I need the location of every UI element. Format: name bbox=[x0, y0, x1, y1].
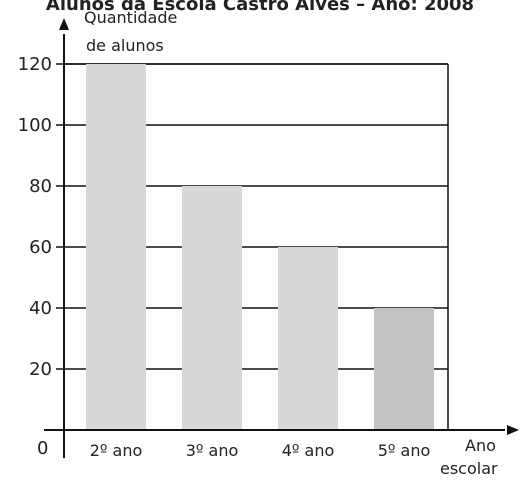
x-tick-label-3: 4º ano bbox=[282, 441, 335, 460]
chart-title: Alunos da Escola Castro Alves – Ano: 200… bbox=[46, 0, 474, 15]
bar-2 bbox=[182, 186, 242, 430]
x-labels-layer: 2º ano 3º ano 4º ano 5º ano bbox=[90, 441, 431, 460]
origin-label: 0 bbox=[37, 438, 48, 459]
y-axis-label-line-1: Quantidade bbox=[84, 8, 177, 27]
bars-layer bbox=[86, 64, 434, 430]
axes bbox=[44, 18, 519, 458]
y-axis-arrow-icon bbox=[59, 18, 69, 30]
y-axis-label-line-2: de alunos bbox=[86, 36, 164, 55]
y-tick-label-20: 20 bbox=[29, 359, 52, 380]
y-tick-label-80: 80 bbox=[29, 176, 52, 197]
x-tick-label-2: 3º ano bbox=[186, 441, 239, 460]
y-tick-label-60: 60 bbox=[29, 237, 52, 258]
bar-3 bbox=[278, 247, 338, 430]
x-axis-arrow-icon bbox=[507, 425, 519, 435]
x-axis-label-line-2: escolar bbox=[440, 459, 498, 478]
bar-1 bbox=[86, 64, 146, 430]
bar-4 bbox=[374, 308, 434, 430]
x-axis-label-line-1: Ano bbox=[465, 436, 496, 455]
y-tick-label-40: 40 bbox=[29, 298, 52, 319]
x-tick-label-4: 5º ano bbox=[378, 441, 431, 460]
x-tick-label-1: 2º ano bbox=[90, 441, 143, 460]
y-tick-label-100: 100 bbox=[18, 115, 52, 136]
y-ticks-layer: 20 40 60 80 100 120 bbox=[18, 54, 64, 380]
y-tick-label-120: 120 bbox=[18, 54, 52, 75]
